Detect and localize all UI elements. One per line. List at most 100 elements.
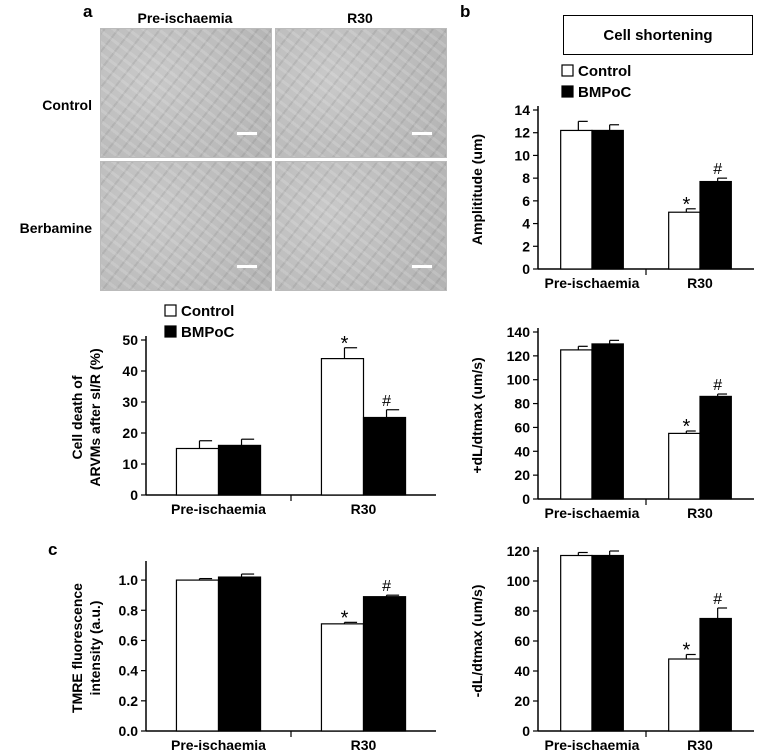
y-tick-label: 0.8 [119, 602, 139, 618]
significance-hash: # [713, 161, 722, 178]
y-tick-label: 30 [122, 394, 138, 410]
micrograph-berbamine-r30 [275, 161, 447, 291]
y-tick-label: 12 [514, 125, 530, 141]
micrograph-berbamine-pre-ischaemia [100, 161, 272, 291]
panel-letter-a: a [83, 2, 93, 21]
bar-bmpoc [217, 444, 262, 496]
bar-control [668, 658, 701, 732]
x-tick-label: Pre-ischaemia [171, 501, 266, 517]
y-tick-label: 0.6 [119, 632, 139, 648]
bar-bmpoc [699, 395, 732, 500]
y-axis-label: ARVMs after sI/R (%) [87, 348, 103, 486]
y-tick-label: 40 [514, 663, 530, 679]
y-tick-label: 4 [522, 216, 530, 232]
y-axis-label: -dL/dtmax (um/s) [469, 585, 485, 698]
x-tick-label: Pre-ischaemia [545, 505, 640, 521]
bar-control [175, 579, 220, 732]
legend-label-control: Control [578, 63, 631, 80]
bar-bmpoc [699, 180, 732, 270]
x-tick-label: Pre-ischaemia [545, 737, 640, 753]
legend-swatch-bmpoc [561, 85, 574, 98]
y-tick-label: 20 [122, 425, 138, 441]
bar-control [560, 554, 593, 732]
x-tick-label: R30 [687, 737, 713, 753]
bar-bmpoc [362, 596, 407, 732]
y-axis-label: Amplititude (um) [469, 134, 485, 245]
y-axis-label: intensity (a.u.) [87, 601, 103, 696]
y-tick-label: 40 [122, 363, 138, 379]
legend-swatch-control [164, 304, 177, 317]
y-tick-label: 40 [514, 443, 530, 459]
bar-control [668, 211, 701, 270]
y-tick-label: 100 [507, 573, 531, 589]
minus-dldt-chart: 0 20 40 60 80 100 120 -dL/dtmax (um/s) Pre-ischa… [469, 543, 754, 753]
significance-hash: # [713, 591, 722, 608]
significance-star: * [341, 333, 349, 355]
significance-hash: # [382, 578, 391, 595]
y-tick-label: 1.0 [119, 572, 139, 588]
y-tick-label: 140 [507, 324, 531, 340]
y-tick-label: 120 [507, 543, 531, 559]
y-tick-label: 8 [522, 170, 530, 186]
y-tick-label: 120 [507, 348, 531, 364]
significance-hash: # [713, 377, 722, 394]
legend-swatch-control [561, 64, 574, 77]
y-tick-label: 10 [122, 456, 138, 472]
y-tick-label: 0.4 [119, 663, 139, 679]
y-tick-label: 60 [514, 633, 530, 649]
scale-bar [412, 132, 432, 135]
bar-bmpoc [591, 343, 624, 500]
tmre-chart: 0.0 0.2 0.4 0.6 0.8 1.0 TMRE fluorescence inten… [69, 561, 436, 753]
cell-shortening-title: Cell shortening [563, 15, 753, 55]
y-tick-label: 0 [522, 491, 530, 507]
x-tick-label: Pre-ischaemia [545, 275, 640, 291]
scale-bar [237, 132, 257, 135]
panel-letter-b: b [460, 2, 471, 21]
y-tick-label: 0.2 [119, 693, 139, 709]
y-tick-label: 20 [514, 467, 530, 483]
y-tick-label: 0 [522, 723, 530, 739]
y-tick-label: 2 [522, 238, 530, 254]
y-tick-label: 60 [514, 419, 530, 435]
bar-control [175, 447, 220, 496]
micrograph-control-pre-ischaemia [100, 28, 272, 158]
bar-control [560, 349, 593, 500]
x-tick-label: R30 [687, 275, 713, 291]
y-tick-label: 50 [122, 332, 138, 348]
significance-star: * [341, 607, 349, 629]
x-tick-label: R30 [351, 737, 377, 753]
bar-bmpoc [591, 129, 624, 270]
bar-bmpoc [591, 554, 624, 732]
y-tick-label: 80 [514, 603, 530, 619]
micrograph-column-pre-ischaemia: Pre-ischaemia [137, 10, 233, 26]
x-tick-label: R30 [351, 501, 377, 517]
micrograph-row-control: Control [42, 97, 92, 113]
y-tick-label: 100 [507, 372, 531, 388]
y-tick-label: 14 [514, 102, 530, 118]
bar-control [320, 357, 365, 496]
legend-swatch-bmpoc [164, 325, 177, 338]
bar-control [320, 623, 365, 732]
significance-hash: # [382, 393, 391, 410]
x-tick-label: Pre-ischaemia [171, 737, 266, 753]
y-tick-label: 0 [522, 261, 530, 277]
panel-letter-c: c [48, 540, 58, 559]
legend-label-bmpoc: BMPoC [181, 324, 234, 341]
y-axis-label: Cell death of [69, 375, 85, 459]
y-axis-label: TMRE fluorescence [69, 583, 85, 713]
significance-star: * [682, 416, 690, 438]
bar-control [668, 432, 701, 500]
scale-bar [237, 265, 257, 268]
plus-dldt-chart: 0 20 40 60 80 100 120 140 +dL/dtmax (um/s) Pre-is… [469, 324, 754, 521]
micrograph-row-berbamine: Berbamine [19, 220, 92, 236]
y-tick-label: 0.0 [119, 723, 139, 739]
x-tick-label: R30 [687, 505, 713, 521]
y-axis-label: +dL/dtmax (um/s) [469, 357, 485, 473]
significance-star: * [682, 194, 690, 216]
legend-label-bmpoc: BMPoC [578, 84, 631, 101]
amplitude-chart: 0 2 4 6 8 10 12 14 Amplititude (um) Pre-ischaemia… [469, 63, 754, 291]
cell-death-chart: 0 10 20 30 40 50 Cell death of ARVMs after sI/R… [69, 303, 436, 517]
legend-label-control: Control [181, 303, 234, 320]
scale-bar [412, 265, 432, 268]
bar-bmpoc [217, 576, 262, 732]
